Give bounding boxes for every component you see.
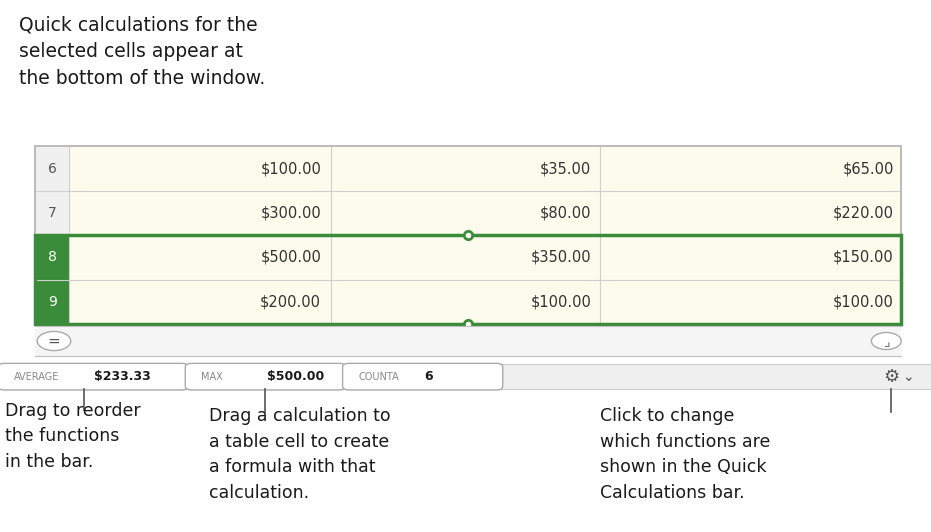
FancyBboxPatch shape (35, 191, 69, 235)
Text: $350.00: $350.00 (531, 250, 591, 265)
Text: $35.00: $35.00 (540, 161, 591, 176)
Text: 7: 7 (48, 206, 57, 220)
FancyBboxPatch shape (35, 280, 69, 324)
FancyBboxPatch shape (69, 280, 901, 324)
FancyBboxPatch shape (69, 235, 901, 280)
FancyBboxPatch shape (185, 363, 345, 390)
Text: $200.00: $200.00 (260, 294, 321, 309)
Text: $150.00: $150.00 (833, 250, 894, 265)
Text: 8: 8 (47, 251, 57, 264)
FancyBboxPatch shape (35, 235, 69, 280)
Text: ⌟: ⌟ (884, 335, 889, 349)
Text: $233.33: $233.33 (94, 370, 151, 383)
Text: $220.00: $220.00 (832, 205, 894, 220)
Text: 6: 6 (425, 370, 433, 383)
Text: 6: 6 (47, 162, 57, 176)
Text: $500.00: $500.00 (261, 250, 321, 265)
Text: Drag a calculation to
a table cell to create
a formula with that
calculation.: Drag a calculation to a table cell to cr… (209, 407, 391, 502)
Text: Quick calculations for the
selected cells appear at
the bottom of the window.: Quick calculations for the selected cell… (19, 16, 265, 88)
Text: $100.00: $100.00 (261, 161, 321, 176)
Text: $100.00: $100.00 (833, 294, 894, 309)
FancyBboxPatch shape (0, 364, 931, 389)
FancyBboxPatch shape (69, 191, 901, 235)
Text: $100.00: $100.00 (531, 294, 591, 309)
Text: ⚙: ⚙ (883, 368, 899, 386)
Text: $80.00: $80.00 (540, 205, 591, 220)
FancyBboxPatch shape (35, 146, 69, 191)
Text: $300.00: $300.00 (261, 205, 321, 220)
FancyBboxPatch shape (35, 326, 901, 356)
FancyBboxPatch shape (69, 146, 901, 191)
Text: Click to change
which functions are
shown in the Quick
Calculations bar.: Click to change which functions are show… (600, 407, 771, 502)
Circle shape (871, 332, 901, 350)
Text: MAX: MAX (201, 372, 223, 381)
FancyBboxPatch shape (0, 363, 188, 390)
Text: =: = (47, 334, 61, 348)
Text: 9: 9 (47, 295, 57, 309)
Text: Drag to reorder
the functions
in the bar.: Drag to reorder the functions in the bar… (5, 402, 141, 471)
Text: COUNTA: COUNTA (358, 372, 399, 381)
Text: $65.00: $65.00 (843, 161, 894, 176)
Text: $500.00: $500.00 (267, 370, 324, 383)
Text: AVERAGE: AVERAGE (14, 372, 60, 381)
Circle shape (37, 331, 71, 351)
Text: ⌄: ⌄ (902, 370, 913, 384)
FancyBboxPatch shape (343, 363, 503, 390)
